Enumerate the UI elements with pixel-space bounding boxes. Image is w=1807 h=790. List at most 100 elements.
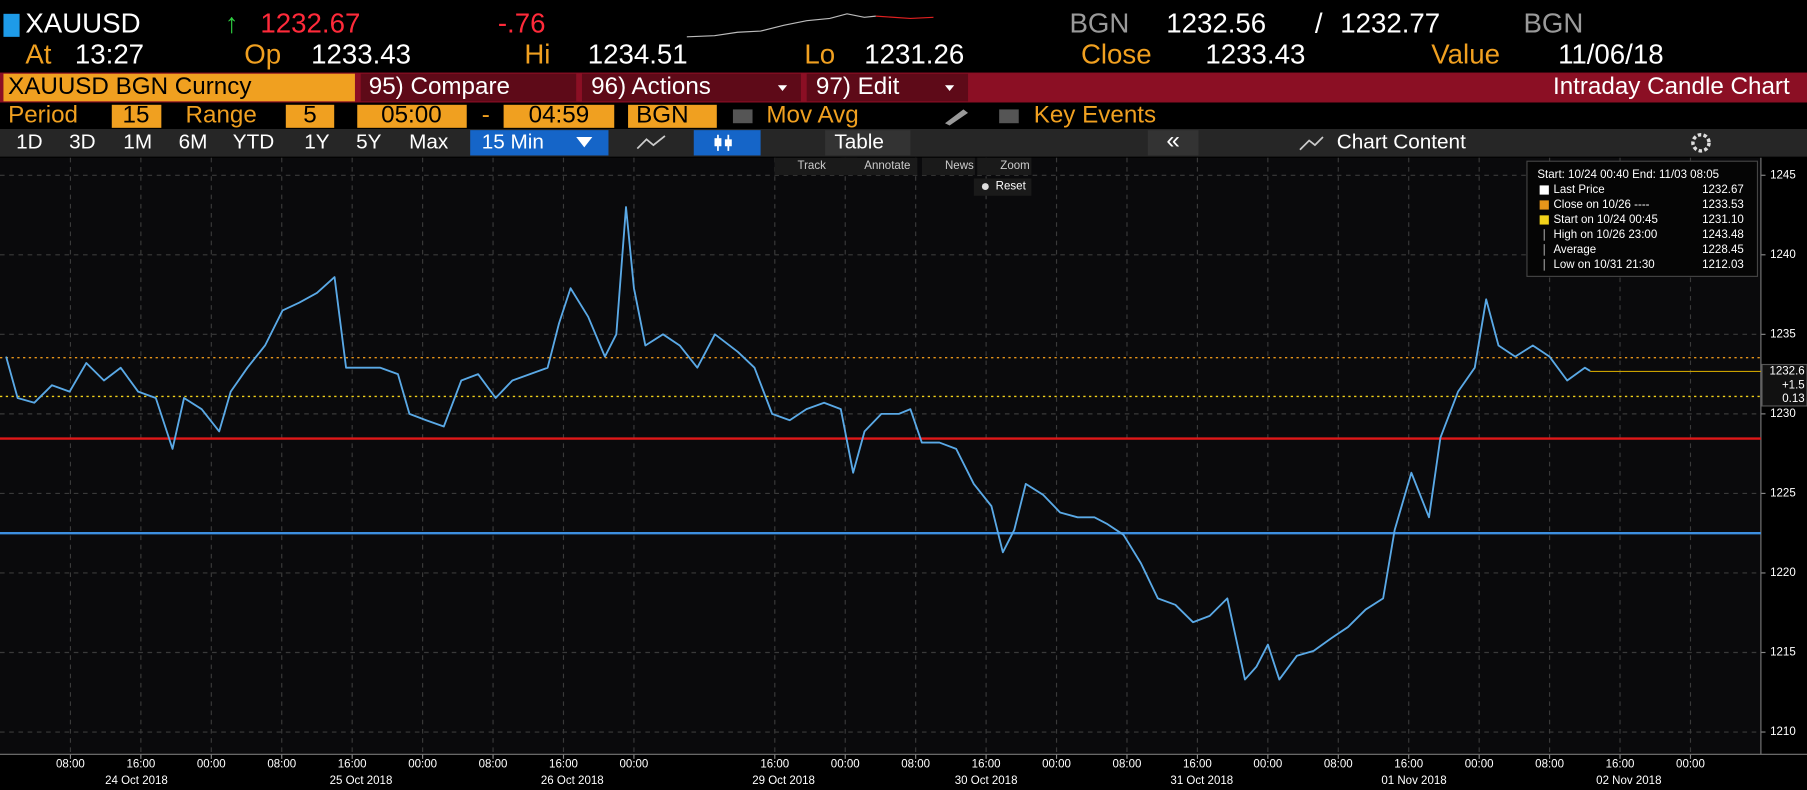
range-button[interactable]: Max bbox=[409, 130, 449, 153]
legend: Start: 10/24 00:40 End: 11/03 08:05 Last … bbox=[1526, 160, 1759, 277]
sparkline bbox=[686, 13, 876, 38]
legend-name: Start on 10/24 00:45 bbox=[1553, 214, 1657, 226]
dropdown-icon bbox=[777, 85, 788, 91]
range-buttons: 1D 3D 1M 6M YTD 1Y 5Y Max bbox=[16, 130, 449, 153]
collapse-button[interactable] bbox=[1147, 130, 1199, 156]
up-arrow: ↑ bbox=[225, 8, 239, 39]
start-time: 05:00 bbox=[381, 102, 442, 129]
interval: 15 Min bbox=[482, 130, 544, 153]
key-events: Key Events bbox=[1034, 102, 1156, 129]
range-button[interactable]: YTD bbox=[233, 130, 274, 153]
quote-value: 1231.26 bbox=[864, 39, 964, 70]
tool-label: News bbox=[945, 160, 974, 172]
start-field[interactable] bbox=[357, 104, 467, 128]
menu-button-label: 96) Actions bbox=[591, 73, 711, 100]
period-label: Period bbox=[8, 102, 78, 129]
table-button[interactable] bbox=[825, 130, 911, 156]
ticker: XAUUSD bbox=[25, 8, 140, 39]
menu-button[interactable] bbox=[806, 73, 969, 102]
x-tick-label: 08:00 bbox=[1535, 759, 1564, 771]
end-time: 04:59 bbox=[529, 102, 590, 129]
y-tick-label: 1240 bbox=[1770, 249, 1796, 261]
period-field[interactable] bbox=[111, 104, 162, 128]
range-button[interactable]: 3D bbox=[69, 130, 96, 153]
quote-value: 13:27 bbox=[75, 39, 144, 70]
tool-label: Annotate bbox=[864, 160, 910, 172]
x-tick-label: 08:00 bbox=[479, 759, 508, 771]
y-tick-label: 1225 bbox=[1770, 487, 1796, 499]
price-tag-label: 1232.6 bbox=[1769, 365, 1804, 377]
x-tick-label: 16:00 bbox=[1606, 759, 1635, 771]
ask: 1232.77 bbox=[1340, 8, 1440, 39]
x-tick-label: 00:00 bbox=[1465, 759, 1494, 771]
legend-name: High on 10/26 23:00 bbox=[1553, 229, 1657, 241]
legend-value: 1233.53 bbox=[1702, 199, 1744, 211]
checkbox[interactable] bbox=[999, 109, 1019, 124]
y-tick-label: 1245 bbox=[1770, 169, 1796, 181]
legend-box bbox=[1526, 160, 1759, 277]
dropdown-icon bbox=[576, 137, 593, 148]
x-tick-label: 16:00 bbox=[1394, 759, 1423, 771]
pencil-icon[interactable] bbox=[944, 109, 969, 126]
price-tag-label: +1.5 bbox=[1782, 379, 1805, 391]
range-button[interactable]: 5Y bbox=[356, 130, 382, 153]
line-chart-icon[interactable] bbox=[636, 135, 666, 150]
legend-swatch bbox=[1539, 200, 1549, 210]
security-box[interactable] bbox=[3, 73, 355, 102]
menu-button[interactable] bbox=[581, 73, 801, 102]
tool-button[interactable] bbox=[841, 157, 918, 176]
tool-button[interactable] bbox=[921, 157, 975, 176]
dropdown-icon bbox=[944, 85, 955, 91]
chart-content-icon bbox=[1299, 136, 1324, 151]
chart-tools: Track Annotate News Zoom bbox=[774, 157, 1032, 176]
y-tick-label: 1220 bbox=[1770, 567, 1796, 579]
legend-value: 1231.10 bbox=[1702, 214, 1744, 226]
range-field[interactable] bbox=[285, 104, 335, 128]
legend-value: 1232.67 bbox=[1702, 184, 1744, 196]
y-tick-label: 1215 bbox=[1770, 647, 1796, 659]
legend-name: Close on 10/26 ---- bbox=[1553, 199, 1649, 211]
quote-label: Lo bbox=[804, 39, 835, 70]
legend-value: 1243.48 bbox=[1702, 229, 1744, 241]
menu-button[interactable] bbox=[360, 73, 577, 102]
x-tick-label: 08:00 bbox=[1324, 759, 1353, 771]
quote-label: At bbox=[25, 39, 51, 70]
date-label: 31 Oct 2018 bbox=[1170, 775, 1233, 787]
candle-icon bbox=[724, 139, 732, 147]
x-tick-label: 08:00 bbox=[901, 759, 930, 771]
reset-button[interactable] bbox=[973, 178, 1032, 196]
tool-button[interactable] bbox=[977, 157, 1032, 176]
range-button[interactable]: 1D bbox=[16, 130, 43, 153]
reset: Reset bbox=[996, 181, 1027, 193]
date-label: 02 Nov 2018 bbox=[1596, 775, 1661, 787]
mov-avg: Mov Avg bbox=[766, 102, 858, 129]
date-label: 24 Oct 2018 bbox=[105, 775, 168, 787]
tool-button[interactable] bbox=[774, 157, 858, 176]
quote-row: At 13:27 Op 1233.43 Hi 1234.51 Lo 1231.26 Close 1… bbox=[25, 39, 1663, 70]
quote-value: 11/06/18 bbox=[1558, 39, 1664, 70]
range-button[interactable]: 1Y bbox=[304, 130, 330, 153]
reset-icon bbox=[981, 183, 989, 191]
collapse: « bbox=[1166, 127, 1179, 154]
x-tick-label: 16:00 bbox=[549, 759, 578, 771]
range-label: Range bbox=[186, 102, 257, 129]
y-tick-label: 1230 bbox=[1770, 408, 1796, 420]
legend-swatch bbox=[1539, 215, 1549, 225]
price-line bbox=[5, 206, 1591, 681]
source-field[interactable] bbox=[628, 104, 717, 128]
menu-button-label: 97) Edit bbox=[816, 73, 900, 100]
x-tick-label: 16:00 bbox=[1183, 759, 1212, 771]
range-button[interactable]: 6M bbox=[179, 130, 208, 153]
range-button[interactable]: 1M bbox=[123, 130, 152, 153]
end-field[interactable] bbox=[503, 104, 615, 128]
quote-label: Value bbox=[1431, 39, 1500, 70]
source: BGN bbox=[1524, 8, 1584, 39]
x-tick-label: 16:00 bbox=[972, 759, 1001, 771]
checkbox[interactable] bbox=[732, 109, 753, 124]
price-tag-label: 0.13 bbox=[1782, 393, 1804, 405]
x-tick-label: 00:00 bbox=[1042, 759, 1071, 771]
date-label: 29 Oct 2018 bbox=[752, 775, 815, 787]
x-tick-label: 00:00 bbox=[620, 759, 649, 771]
legend-name: Average bbox=[1553, 244, 1596, 256]
chart-content[interactable]: Chart Content bbox=[1337, 130, 1466, 153]
